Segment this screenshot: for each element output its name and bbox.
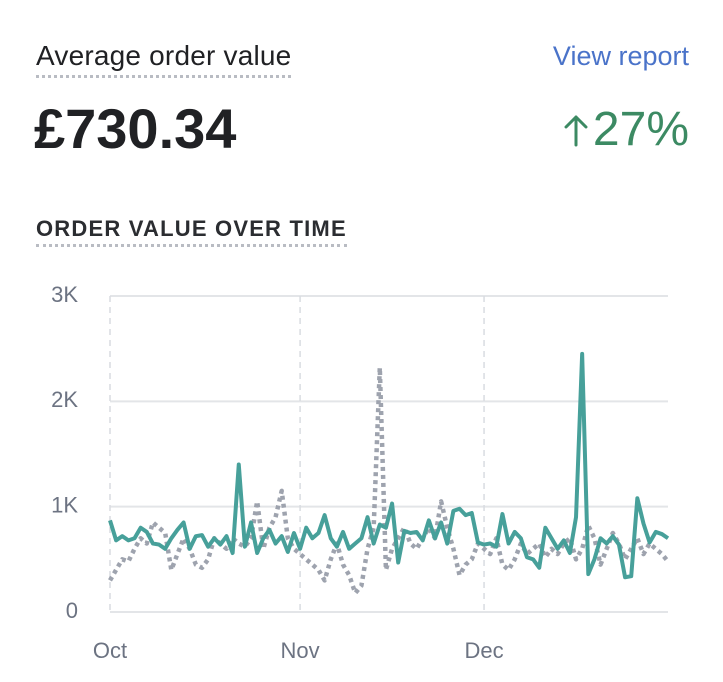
up-arrow-icon bbox=[564, 115, 588, 147]
metric-value: £730.34 bbox=[34, 97, 237, 160]
y-tick-label: 3K bbox=[51, 282, 78, 307]
view-report-link[interactable]: View report bbox=[552, 41, 689, 71]
y-tick-label: 1K bbox=[51, 492, 78, 517]
chart-title: ORDER VALUE OVER TIME bbox=[36, 214, 347, 247]
x-tick-label: Dec bbox=[464, 638, 503, 663]
line-series bbox=[108, 365, 670, 596]
y-tick-label: 2K bbox=[51, 387, 78, 412]
x-tick-label: Oct bbox=[93, 638, 127, 663]
card-title: Average order value bbox=[36, 38, 292, 78]
line-series bbox=[108, 351, 670, 580]
metric-change: 27% bbox=[563, 98, 689, 162]
y-tick-label: 0 bbox=[66, 598, 78, 623]
change-percent: 27% bbox=[592, 103, 689, 156]
x-tick-label: Nov bbox=[281, 638, 320, 663]
